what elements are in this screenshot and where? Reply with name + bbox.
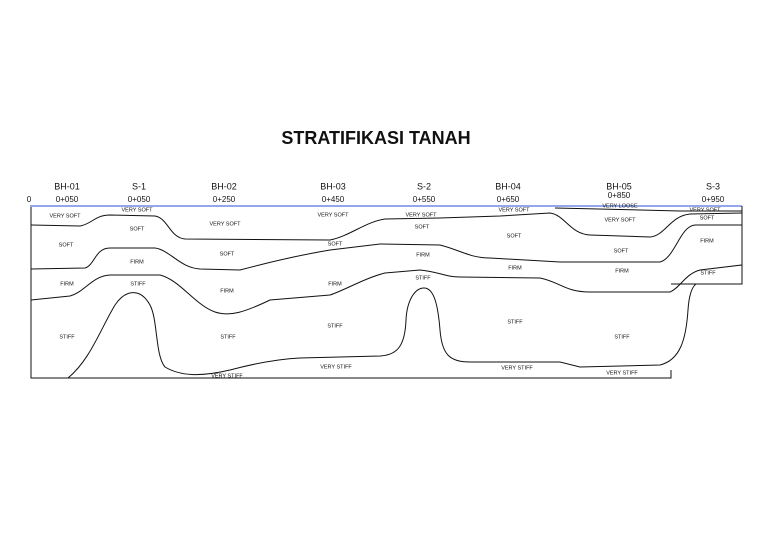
layer-label: SOFT bbox=[59, 242, 74, 248]
borehole-station: 0+550 bbox=[413, 195, 436, 204]
layer-label: VERY STIFF bbox=[320, 364, 352, 370]
layer-label: SOFT bbox=[130, 226, 145, 232]
layer-label: VERY SOFT bbox=[210, 221, 242, 227]
layer-label: VERY SOFT bbox=[499, 207, 531, 213]
layer-label: STIFF bbox=[130, 281, 146, 287]
layer-label: FIRM bbox=[130, 259, 144, 265]
layer-label: VERY STIFF bbox=[501, 365, 533, 371]
layer-label: SOFT bbox=[220, 251, 235, 257]
origin-label: 0 bbox=[27, 195, 32, 204]
layer-boundary bbox=[554, 207, 742, 212]
layer-label: SOFT bbox=[507, 233, 522, 239]
borehole-name: S-3 bbox=[706, 181, 720, 191]
borehole-station: 0+050 bbox=[56, 195, 79, 204]
layer-boundary bbox=[30, 224, 742, 271]
layer-label: VERY SOFT bbox=[605, 217, 637, 223]
section-frame bbox=[30, 207, 672, 379]
layer-label: VERY SOFT bbox=[122, 207, 154, 213]
layer-label: VERY SOFT bbox=[406, 212, 438, 218]
borehole-name: BH-04 bbox=[495, 181, 521, 191]
borehole-name: BH-03 bbox=[320, 181, 346, 191]
layer-label: VERY SOFT bbox=[690, 207, 722, 213]
borehole-station: 0+850 bbox=[608, 191, 631, 200]
borehole-station: 0+250 bbox=[213, 195, 236, 204]
layer-label: STIFF bbox=[327, 323, 343, 329]
borehole-name: BH-01 bbox=[54, 181, 80, 191]
borehole-name: S-2 bbox=[417, 181, 431, 191]
layer-label: VERY STIFF bbox=[606, 370, 638, 376]
layer-label: SOFT bbox=[700, 215, 715, 221]
layer-label: FIRM bbox=[700, 238, 714, 244]
borehole-station: 0+650 bbox=[497, 195, 520, 204]
layer-label: FIRM bbox=[508, 265, 522, 271]
layer-label: VERY SOFT bbox=[50, 213, 82, 219]
borehole-station: 0+950 bbox=[702, 195, 725, 204]
borehole-name: S-1 bbox=[132, 181, 146, 191]
layer-label: VERY STIFF bbox=[211, 373, 243, 379]
layer-label: FIRM bbox=[416, 252, 430, 258]
layer-label: SOFT bbox=[415, 224, 430, 230]
layer-label: STIFF bbox=[415, 275, 431, 281]
layer-boundary bbox=[30, 264, 743, 315]
borehole-station: 0+450 bbox=[322, 195, 345, 204]
layer-label: STIFF bbox=[700, 270, 716, 276]
layer-label: VERY LOOSE bbox=[602, 203, 638, 209]
layer-label: FIRM bbox=[615, 268, 629, 274]
layer-label: FIRM bbox=[220, 288, 234, 294]
title: STRATIFIKASI TANAH bbox=[281, 128, 470, 148]
layer-label: SOFT bbox=[614, 248, 629, 254]
borehole-station: 0+050 bbox=[128, 195, 151, 204]
borehole-name: BH-05 bbox=[606, 181, 632, 191]
layer-label: STIFF bbox=[614, 334, 630, 340]
layer-label: FIRM bbox=[60, 281, 74, 287]
layer-boundary bbox=[67, 283, 697, 379]
layer-label: FIRM bbox=[328, 281, 342, 287]
layer-boundary bbox=[30, 212, 743, 241]
borehole-name: BH-02 bbox=[211, 181, 237, 191]
layer-label: SOFT bbox=[328, 241, 343, 247]
layer-label: STIFF bbox=[507, 319, 523, 325]
layer-label: STIFF bbox=[59, 334, 75, 340]
layer-label: VERY SOFT bbox=[318, 212, 350, 218]
layer-label: STIFF bbox=[220, 334, 236, 340]
